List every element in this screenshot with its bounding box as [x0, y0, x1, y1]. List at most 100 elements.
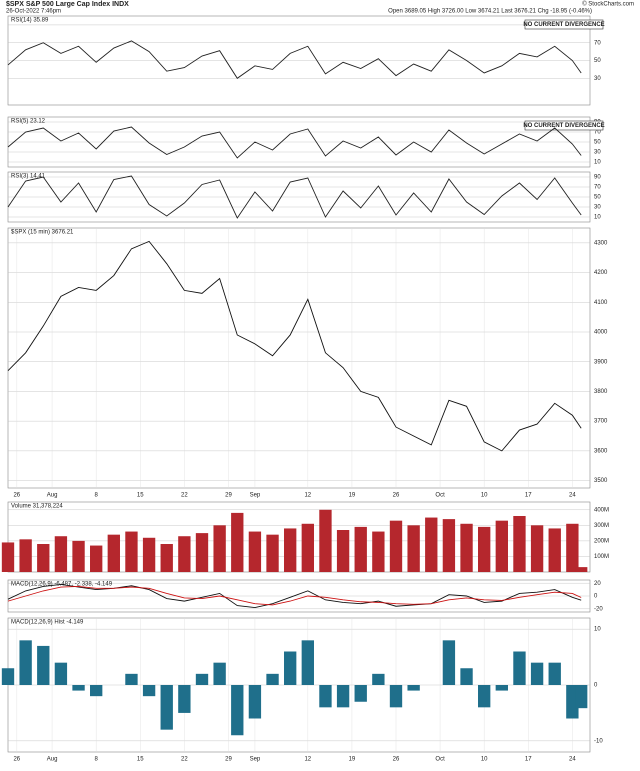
x-tick-label: Aug — [47, 493, 58, 499]
y-tick-label: 70 — [594, 130, 601, 136]
x-tick-label: Aug — [47, 757, 58, 763]
bar — [19, 640, 32, 685]
bar — [160, 685, 173, 730]
watermark: © StockCharts.com — [582, 1, 634, 8]
x-tick-label: 12 — [304, 757, 311, 763]
bar — [195, 533, 209, 572]
y-tick-label: 30 — [594, 150, 601, 156]
x-tick-label: Oct — [435, 493, 445, 499]
y-tick-label: 4000 — [594, 330, 608, 336]
bar — [248, 685, 262, 719]
x-tick-label: 22 — [181, 757, 188, 763]
y-tick-label: 70 — [594, 40, 601, 46]
annotation: NO CURRENT DIVERGENCE — [523, 123, 604, 129]
bar — [530, 662, 544, 685]
bar — [425, 517, 438, 572]
bar — [495, 685, 508, 691]
symbol: $SPX S&P 500 Large Cap Index INDX — [6, 1, 129, 8]
bar — [231, 685, 244, 736]
y-tick-label: -10 — [594, 738, 603, 744]
bar — [37, 645, 50, 685]
panel-title: RSI(3) 14.41 — [11, 174, 46, 180]
y-tick-label: 10 — [594, 160, 601, 166]
bar — [319, 509, 332, 572]
series-line — [7, 240, 582, 452]
y-tick-label: 4300 — [594, 240, 608, 246]
series-line — [7, 40, 582, 79]
bar — [19, 539, 32, 572]
y-tick-label: 3900 — [594, 359, 608, 365]
annotation-box — [524, 120, 604, 131]
y-tick-label: -20 — [594, 606, 603, 612]
series-line — [7, 126, 582, 159]
bar — [213, 662, 226, 685]
x-tick-label: 15 — [137, 757, 144, 763]
bar — [354, 685, 367, 702]
bar — [1, 668, 15, 685]
bar — [142, 685, 156, 697]
bar — [72, 540, 85, 572]
series-line — [7, 585, 582, 606]
x-tick-label: 17 — [525, 757, 532, 763]
bar — [266, 534, 279, 572]
x-tick-label: 26 — [393, 757, 400, 763]
bar — [107, 534, 120, 572]
y-tick-label: 90 — [594, 175, 601, 181]
x-tick-label: Sep — [250, 493, 261, 499]
x-tick-label: 8 — [95, 493, 99, 499]
bar — [231, 512, 244, 572]
bar — [566, 523, 579, 572]
bar — [284, 528, 297, 572]
bar — [442, 640, 456, 685]
y-tick-label: 70 — [594, 185, 601, 191]
y-tick-label: 50 — [594, 58, 601, 64]
bar — [195, 673, 209, 685]
panel-title: MACD(12,26,9) Hist -4.149 — [11, 620, 84, 626]
y-tick-label: 300M — [594, 523, 609, 529]
panel — [7, 227, 591, 489]
y-tick-label: 30 — [594, 76, 601, 82]
y-tick-label: 3500 — [594, 478, 608, 484]
y-tick-label: 100M — [594, 554, 609, 560]
bar — [90, 545, 103, 572]
bar — [213, 525, 226, 572]
bar — [90, 685, 103, 697]
x-tick-label: 29 — [225, 493, 232, 499]
bar — [319, 685, 332, 708]
x-tick-label: 24 — [569, 493, 576, 499]
y-tick-label: 4200 — [594, 270, 608, 276]
x-tick-label: 26 — [13, 493, 20, 499]
x-tick-label: 8 — [95, 757, 99, 763]
bar — [513, 516, 526, 572]
bar — [530, 525, 544, 572]
bar — [372, 673, 385, 685]
bar — [442, 519, 456, 572]
y-tick-label: 10 — [594, 627, 601, 633]
bar — [389, 685, 403, 708]
bar — [284, 651, 297, 685]
x-tick-label: 19 — [349, 493, 356, 499]
x-tick-label: 29 — [225, 757, 232, 763]
quote: Open 3689.05 High 3726.00 Low 3674.21 La… — [388, 9, 592, 15]
y-tick-label: 200M — [594, 538, 609, 544]
panel-title: $SPX (15 min) 3676.21 — [11, 230, 74, 236]
bar — [125, 531, 138, 572]
bar — [301, 640, 314, 685]
y-tick-label: 10 — [594, 215, 601, 221]
series-line — [7, 175, 582, 219]
x-tick-label: 15 — [137, 493, 144, 499]
x-tick-label: 24 — [569, 757, 576, 763]
y-tick-label: 50 — [594, 195, 601, 201]
bar — [160, 544, 173, 572]
x-tick-label: 19 — [349, 757, 356, 763]
y-tick-label: 30 — [594, 205, 601, 211]
x-tick-label: Oct — [435, 757, 445, 763]
bar — [478, 526, 491, 572]
bar — [460, 523, 473, 572]
bar — [575, 567, 588, 572]
bar — [513, 651, 526, 685]
bar — [54, 536, 68, 572]
bar — [125, 673, 138, 685]
panel-title: RSI(14) 35.89 — [11, 18, 49, 24]
